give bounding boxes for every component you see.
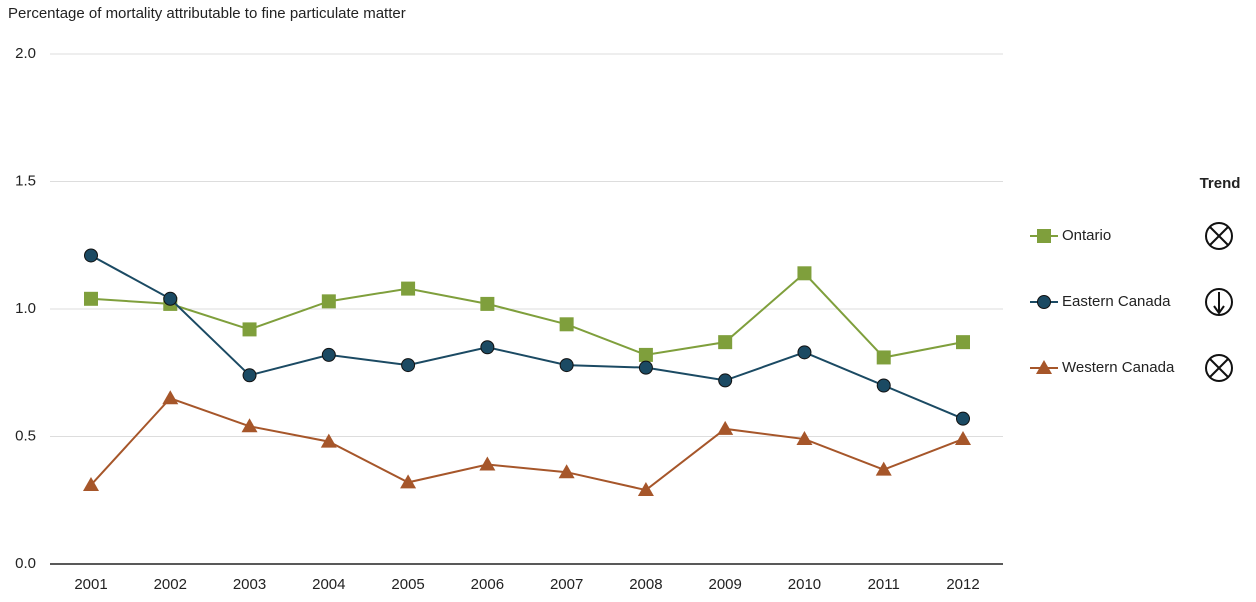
legend-marker — [1037, 229, 1051, 243]
data-point — [638, 347, 653, 362]
data-point — [163, 291, 178, 306]
data-point — [718, 335, 733, 350]
legend-marker — [1036, 360, 1052, 374]
data-point — [559, 358, 574, 373]
x-tick-label: 2001 — [74, 576, 107, 593]
legend-label: Eastern Canada — [1062, 293, 1171, 310]
data-point — [84, 248, 98, 263]
x-tick-label: 2010 — [788, 576, 821, 593]
trend-icon — [1205, 288, 1233, 316]
trend-icons — [1205, 222, 1233, 382]
x-tick-label: 2007 — [550, 576, 583, 593]
data-point — [162, 390, 179, 405]
x-tick-label: 2006 — [471, 576, 504, 593]
data-point — [84, 291, 98, 306]
data-point — [559, 317, 574, 332]
data-point — [876, 378, 891, 393]
x-tick-label: 2002 — [154, 576, 187, 593]
data-point — [796, 431, 813, 446]
data-point — [242, 368, 257, 383]
data-point — [241, 418, 258, 433]
data-point — [718, 373, 733, 388]
data-point — [401, 281, 416, 296]
data-point — [956, 411, 970, 426]
data-point — [400, 474, 417, 489]
series-line — [90, 254, 964, 420]
data-point — [83, 476, 99, 491]
data-point — [558, 464, 575, 479]
legend-label: Western Canada — [1062, 359, 1175, 376]
series-line — [90, 397, 964, 492]
chart-title: Percentage of mortality attributable to … — [8, 5, 406, 22]
x-tick-label: 2011 — [868, 576, 900, 593]
y-tick-label: 1.5 — [15, 172, 36, 189]
data-point — [797, 345, 812, 360]
data-point — [401, 358, 416, 373]
x-tick-label: 2004 — [312, 576, 345, 593]
data-point — [717, 420, 734, 435]
legend-label: Ontario — [1062, 227, 1111, 244]
y-tick-label: 0.0 — [15, 555, 36, 572]
trend-icon — [1205, 222, 1233, 250]
data-point — [797, 266, 812, 281]
data-point — [242, 322, 257, 337]
data-point — [480, 340, 495, 355]
x-tick-label: 2003 — [233, 576, 266, 593]
legend-marker — [1037, 295, 1051, 309]
data-point — [638, 360, 653, 375]
x-tick-label: 2009 — [708, 576, 741, 593]
y-tick-label: 0.5 — [15, 427, 36, 444]
legend-title: Trend — [1200, 175, 1241, 192]
trend-icon — [1205, 354, 1233, 382]
data-point — [876, 350, 891, 365]
series-line — [90, 271, 964, 359]
data-point — [321, 347, 336, 362]
data-point — [480, 296, 495, 311]
data-point — [320, 433, 337, 448]
data-point — [321, 294, 336, 309]
data-point — [479, 456, 496, 471]
x-tick-label: 2008 — [629, 576, 662, 593]
x-tick-label: 2012 — [946, 576, 979, 593]
y-tick-label: 1.0 — [15, 300, 36, 317]
data-point — [875, 461, 892, 476]
data-point — [955, 431, 971, 446]
data-point — [637, 482, 654, 497]
y-tick-label: 2.0 — [15, 45, 36, 62]
data-point — [956, 335, 970, 350]
x-tick-label: 2005 — [391, 576, 424, 593]
